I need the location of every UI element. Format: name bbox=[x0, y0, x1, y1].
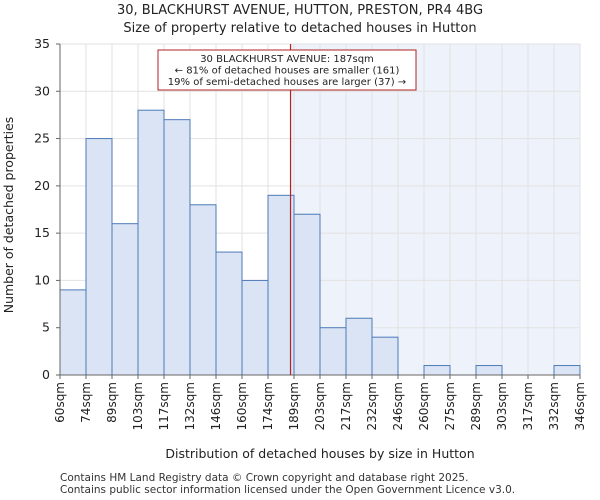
x-tick-label: 174sqm bbox=[261, 382, 275, 430]
bar bbox=[189, 204, 217, 376]
annotation-box: 30 BLACKHURST AVENUE: 187sqm← 81% of det… bbox=[157, 49, 417, 91]
annotation-line: 19% of semi-detached houses are larger (… bbox=[168, 77, 406, 88]
bar bbox=[553, 365, 581, 376]
bar bbox=[111, 223, 139, 376]
y-tick-label: 25 bbox=[34, 131, 50, 146]
x-tick-label: 103sqm bbox=[131, 382, 145, 430]
bar bbox=[215, 251, 243, 376]
x-tick-label: 89sqm bbox=[105, 382, 119, 423]
x-tick-label: 117sqm bbox=[157, 382, 171, 430]
footer-line-1: Contains HM Land Registry data © Crown c… bbox=[60, 472, 469, 484]
bar bbox=[423, 365, 451, 376]
chart-title-block: 30, BLACKHURST AVENUE, HUTTON, PRESTON, … bbox=[0, 2, 600, 38]
annotation-border bbox=[157, 49, 417, 91]
y-tick-label: 20 bbox=[34, 178, 50, 193]
annotation-line: ← 81% of detached houses are smaller (16… bbox=[175, 66, 400, 77]
bar bbox=[85, 138, 113, 376]
bar bbox=[293, 213, 321, 376]
y-tick-label: 35 bbox=[34, 36, 50, 51]
larger-region-shading bbox=[290, 44, 580, 375]
y-tick-label: 15 bbox=[34, 225, 50, 240]
x-tick-label: 346sqm bbox=[573, 382, 587, 430]
x-tick-label: 146sqm bbox=[209, 382, 223, 430]
bar bbox=[267, 194, 295, 376]
x-tick-label: 160sqm bbox=[235, 382, 249, 430]
x-tick-label: 203sqm bbox=[313, 382, 327, 430]
y-tick-labels: 0 5 10 15 20 25 30 35 bbox=[34, 36, 60, 382]
y-tick-label: 10 bbox=[34, 272, 50, 287]
x-tick-label: 60sqm bbox=[53, 382, 67, 423]
x-tick-label: 332sqm bbox=[547, 382, 561, 430]
bar bbox=[59, 289, 87, 376]
x-tick-label: 260sqm bbox=[417, 382, 431, 430]
chart-subtitle: Size of property relative to detached ho… bbox=[123, 21, 477, 36]
y-tick-label: 0 bbox=[42, 367, 50, 382]
chart-title: 30, BLACKHURST AVENUE, HUTTON, PRESTON, … bbox=[116, 3, 484, 18]
x-tick-label: 246sqm bbox=[391, 382, 405, 430]
x-tick-label: 189sqm bbox=[287, 382, 301, 430]
x-tick-label: 74sqm bbox=[79, 382, 93, 423]
x-tick-label: 232sqm bbox=[365, 382, 379, 430]
x-tick-label: 289sqm bbox=[469, 382, 483, 430]
bars bbox=[59, 109, 581, 376]
x-tick-label: 303sqm bbox=[495, 382, 509, 430]
bar bbox=[137, 109, 165, 376]
x-axis-label: Distribution of detached houses by size … bbox=[165, 446, 474, 461]
x-tick-label: 317sqm bbox=[521, 382, 535, 430]
bar bbox=[319, 327, 347, 376]
y-tick-label: 30 bbox=[34, 83, 50, 98]
bar bbox=[475, 365, 503, 376]
bar bbox=[163, 119, 191, 376]
bar bbox=[345, 317, 373, 376]
footer: Contains HM Land Registry data © Crown c… bbox=[60, 472, 515, 496]
footer-line-2: Contains public sector information licen… bbox=[60, 484, 516, 496]
annotation-line: 30 BLACKHURST AVENUE: 187sqm bbox=[200, 54, 374, 65]
y-tick-label: 5 bbox=[42, 320, 50, 335]
y-axis-label: Number of detached properties bbox=[1, 117, 16, 314]
x-tick-labels: 60sqm 74sqm 89sqm 103sqm 117sqm 132sqm 146sqm 1… bbox=[53, 375, 587, 430]
bar bbox=[241, 279, 269, 376]
x-tick-label: 132sqm bbox=[183, 382, 197, 430]
x-tick-label: 217sqm bbox=[339, 382, 353, 430]
x-tick-label: 275sqm bbox=[443, 382, 457, 430]
bar bbox=[371, 336, 399, 376]
